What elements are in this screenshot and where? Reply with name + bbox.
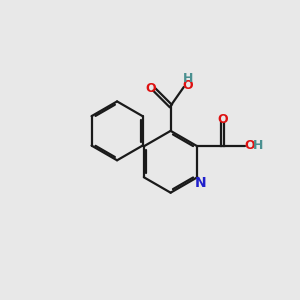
Text: O: O	[217, 113, 228, 126]
Text: H: H	[253, 139, 263, 152]
Text: O: O	[244, 139, 255, 152]
Text: O: O	[182, 79, 193, 92]
Text: N: N	[194, 176, 206, 190]
Text: H: H	[182, 72, 193, 85]
Text: O: O	[146, 82, 156, 94]
